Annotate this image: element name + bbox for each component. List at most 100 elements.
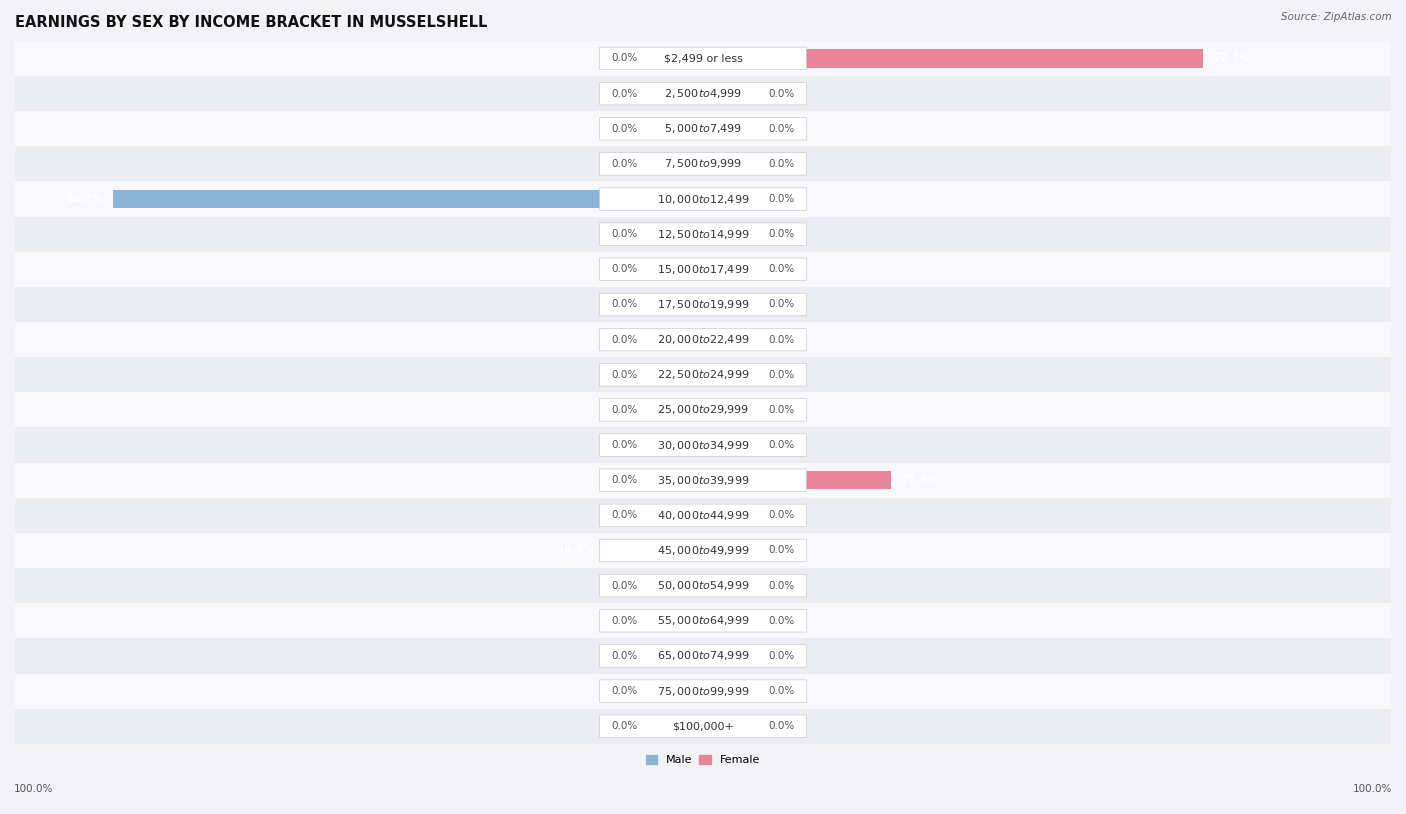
FancyBboxPatch shape — [600, 645, 806, 667]
Bar — [15, 533, 1391, 568]
Legend: Male, Female: Male, Female — [641, 751, 765, 770]
FancyBboxPatch shape — [600, 293, 806, 316]
Text: 0.0%: 0.0% — [612, 124, 638, 133]
Bar — [15, 147, 1391, 182]
Bar — [605, 541, 703, 560]
Bar — [15, 182, 1391, 217]
Text: $5,000 to $7,499: $5,000 to $7,499 — [664, 122, 742, 135]
Text: $2,499 or less: $2,499 or less — [664, 54, 742, 63]
FancyBboxPatch shape — [600, 504, 806, 527]
Bar — [703, 611, 758, 630]
FancyBboxPatch shape — [600, 188, 806, 210]
Text: 0.0%: 0.0% — [612, 54, 638, 63]
FancyBboxPatch shape — [600, 715, 806, 737]
Bar — [703, 85, 758, 103]
Text: $22,500 to $24,999: $22,500 to $24,999 — [657, 368, 749, 381]
Bar — [648, 506, 703, 524]
Text: $45,000 to $49,999: $45,000 to $49,999 — [657, 544, 749, 557]
Bar — [648, 471, 703, 489]
Text: $100,000+: $100,000+ — [672, 721, 734, 731]
Bar — [114, 190, 703, 208]
Bar — [15, 76, 1391, 112]
Text: 0.0%: 0.0% — [768, 440, 794, 450]
Bar — [703, 50, 1204, 68]
Bar — [15, 322, 1391, 357]
Text: 0.0%: 0.0% — [768, 335, 794, 344]
Bar — [703, 330, 758, 348]
FancyBboxPatch shape — [600, 680, 806, 702]
Text: EARNINGS BY SEX BY INCOME BRACKET IN MUSSELSHELL: EARNINGS BY SEX BY INCOME BRACKET IN MUS… — [15, 15, 488, 30]
FancyBboxPatch shape — [600, 82, 806, 105]
Text: $55,000 to $64,999: $55,000 to $64,999 — [657, 615, 749, 628]
Text: 0.0%: 0.0% — [768, 89, 794, 98]
Bar — [648, 330, 703, 348]
Bar — [703, 400, 758, 419]
Text: $35,000 to $39,999: $35,000 to $39,999 — [657, 474, 749, 487]
Text: $10,000 to $12,499: $10,000 to $12,499 — [657, 193, 749, 206]
Text: 0.0%: 0.0% — [612, 335, 638, 344]
Text: $50,000 to $54,999: $50,000 to $54,999 — [657, 579, 749, 592]
Text: 0.0%: 0.0% — [768, 194, 794, 204]
Bar — [15, 427, 1391, 462]
Text: 0.0%: 0.0% — [768, 159, 794, 168]
Text: 0.0%: 0.0% — [612, 721, 638, 731]
Text: 0.0%: 0.0% — [768, 230, 794, 239]
Text: 100.0%: 100.0% — [14, 784, 53, 794]
Bar — [703, 190, 758, 208]
FancyBboxPatch shape — [600, 539, 806, 562]
Text: $15,000 to $17,499: $15,000 to $17,499 — [657, 263, 749, 276]
Text: $7,500 to $9,999: $7,500 to $9,999 — [664, 157, 742, 170]
FancyBboxPatch shape — [600, 399, 806, 421]
Text: $25,000 to $29,999: $25,000 to $29,999 — [657, 404, 749, 417]
Text: 0.0%: 0.0% — [612, 230, 638, 239]
Bar — [15, 568, 1391, 603]
Bar — [15, 287, 1391, 322]
Bar — [703, 436, 758, 454]
Text: $17,500 to $19,999: $17,500 to $19,999 — [657, 298, 749, 311]
FancyBboxPatch shape — [600, 258, 806, 281]
FancyBboxPatch shape — [600, 610, 806, 632]
Bar — [15, 41, 1391, 76]
Bar — [648, 365, 703, 384]
Text: 0.0%: 0.0% — [612, 686, 638, 696]
Bar — [648, 400, 703, 419]
Text: 0.0%: 0.0% — [612, 89, 638, 98]
Text: 0.0%: 0.0% — [768, 510, 794, 520]
Text: $75,000 to $99,999: $75,000 to $99,999 — [657, 685, 749, 698]
Bar — [15, 357, 1391, 392]
Text: 100.0%: 100.0% — [1353, 784, 1392, 794]
Text: 0.0%: 0.0% — [768, 545, 794, 555]
Text: 0.0%: 0.0% — [612, 510, 638, 520]
Text: 0.0%: 0.0% — [612, 475, 638, 485]
FancyBboxPatch shape — [600, 223, 806, 246]
Text: 27.3%: 27.3% — [901, 475, 938, 485]
Bar — [703, 717, 758, 735]
Text: 0.0%: 0.0% — [612, 580, 638, 591]
FancyBboxPatch shape — [600, 469, 806, 492]
FancyBboxPatch shape — [600, 575, 806, 597]
Text: 0.0%: 0.0% — [768, 721, 794, 731]
Bar — [648, 120, 703, 138]
Bar — [703, 576, 758, 595]
Text: $65,000 to $74,999: $65,000 to $74,999 — [657, 650, 749, 663]
Text: 0.0%: 0.0% — [612, 651, 638, 661]
FancyBboxPatch shape — [600, 434, 806, 457]
FancyBboxPatch shape — [600, 328, 806, 351]
Bar — [15, 709, 1391, 744]
Bar — [703, 260, 758, 278]
Text: $20,000 to $22,499: $20,000 to $22,499 — [657, 333, 749, 346]
Text: 0.0%: 0.0% — [612, 615, 638, 626]
Text: 0.0%: 0.0% — [612, 300, 638, 309]
Text: 72.7%: 72.7% — [1213, 54, 1250, 63]
Text: 0.0%: 0.0% — [612, 265, 638, 274]
Bar — [648, 611, 703, 630]
Text: 0.0%: 0.0% — [768, 370, 794, 380]
Text: 0.0%: 0.0% — [768, 405, 794, 415]
Text: 0.0%: 0.0% — [612, 440, 638, 450]
FancyBboxPatch shape — [600, 117, 806, 140]
Bar — [15, 638, 1391, 673]
Bar — [703, 541, 758, 560]
Bar — [15, 252, 1391, 287]
Text: 0.0%: 0.0% — [612, 159, 638, 168]
FancyBboxPatch shape — [600, 364, 806, 386]
